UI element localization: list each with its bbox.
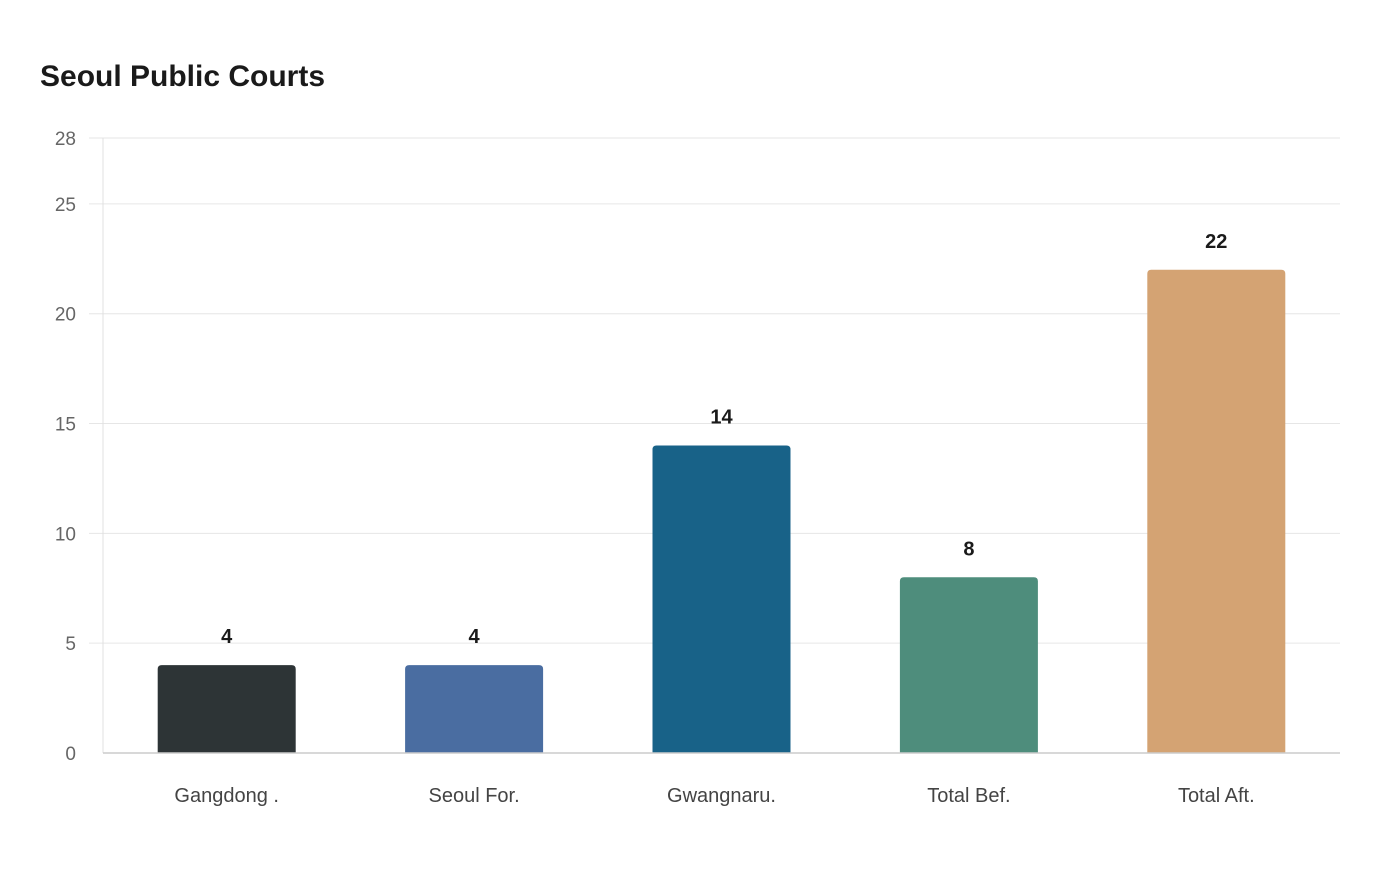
y-tick-label: 15 [55, 415, 76, 436]
x-tick-label: Gangdong . [174, 785, 279, 807]
y-tick-label: 20 [55, 305, 76, 326]
y-tick-label: 25 [55, 195, 76, 216]
y-tick-label: 10 [55, 524, 76, 545]
y-tick-label: 0 [65, 744, 76, 765]
x-tick-label: Total Bef. [927, 785, 1010, 807]
bar [899, 577, 1038, 753]
bar [405, 665, 544, 753]
data-label: 14 [710, 407, 733, 429]
bar [652, 445, 791, 753]
data-label: 4 [221, 626, 233, 648]
chart-title: Seoul Public Courts [40, 60, 326, 93]
data-label: 22 [1205, 231, 1227, 253]
x-tick-label: Seoul For. [429, 785, 520, 807]
data-label: 4 [469, 626, 481, 648]
data-label: 8 [963, 538, 974, 560]
bar [157, 665, 296, 753]
x-tick-label: Gwangnaru. [667, 785, 776, 807]
bar [1147, 269, 1286, 753]
y-tick-label: 5 [65, 634, 76, 655]
x-tick-label: Total Aft. [1178, 785, 1255, 807]
y-tick-label: 28 [55, 129, 76, 150]
